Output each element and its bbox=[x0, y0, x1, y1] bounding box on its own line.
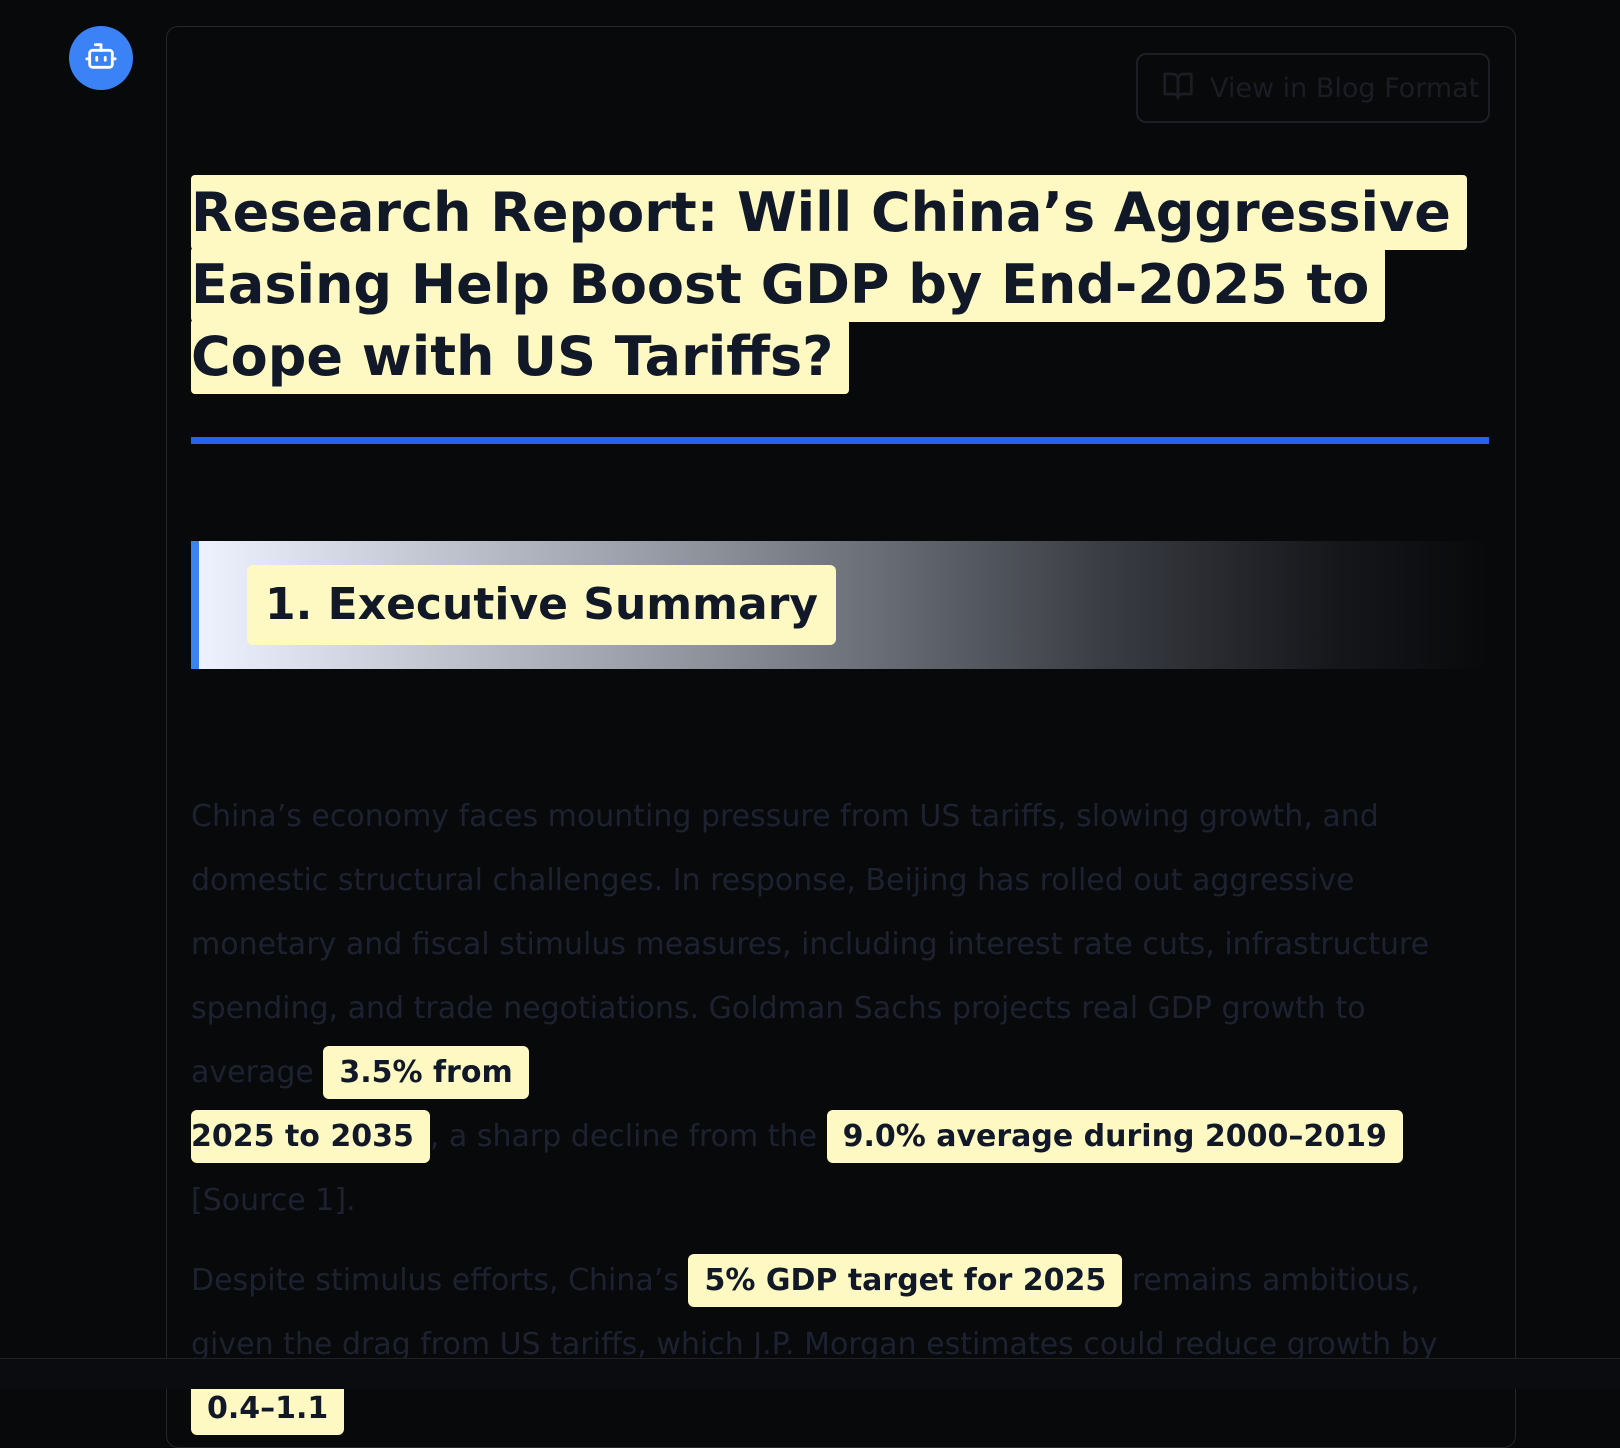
section-title-executive-summary: 1. Executive Summary bbox=[247, 565, 837, 645]
highlight-historical-average: 9.0% average during 2000–2019 bbox=[826, 1110, 1403, 1163]
report-title: Research Report: Will China’s Aggressive… bbox=[191, 175, 1501, 394]
highlight-gdp-projection-cont: 2025 to 2035 bbox=[191, 1110, 430, 1163]
view-blog-format-label: View in Blog Format bbox=[1210, 72, 1480, 104]
paragraph-text: [Source 1]. bbox=[191, 1183, 356, 1218]
title-divider bbox=[191, 437, 1489, 444]
highlight-gdp-target: 5% GDP target for 2025 bbox=[688, 1254, 1123, 1307]
paragraph-text: , a sharp decline from the bbox=[429, 1119, 827, 1154]
assistant-avatar bbox=[69, 26, 133, 90]
summary-paragraph-2: Despite stimulus efforts, China’s 5% GDP… bbox=[191, 1249, 1491, 1441]
book-open-icon bbox=[1162, 70, 1194, 106]
robot-icon bbox=[84, 39, 118, 77]
summary-paragraph-1: China’s economy faces mounting pressure … bbox=[191, 785, 1491, 1233]
paragraph-text: China’s economy faces mounting pressure … bbox=[191, 799, 1430, 1090]
section-header-band: 1. Executive Summary bbox=[191, 541, 1489, 669]
paragraph-text: Despite stimulus efforts, China’s bbox=[191, 1263, 689, 1298]
view-blog-format-button[interactable]: View in Blog Format bbox=[1136, 53, 1490, 123]
highlight-tariff-drag: 0.4–1.1 bbox=[191, 1382, 345, 1435]
report-title-text: Research Report: Will China’s Aggressive… bbox=[191, 175, 1467, 394]
paragraph-text: remains ambitious, given the drag from U… bbox=[191, 1263, 1438, 1362]
bottom-bar bbox=[0, 1358, 1620, 1389]
highlight-gdp-projection: 3.5% from bbox=[323, 1046, 529, 1099]
report-card: View in Blog Format Research Report: Wil… bbox=[166, 26, 1516, 1448]
